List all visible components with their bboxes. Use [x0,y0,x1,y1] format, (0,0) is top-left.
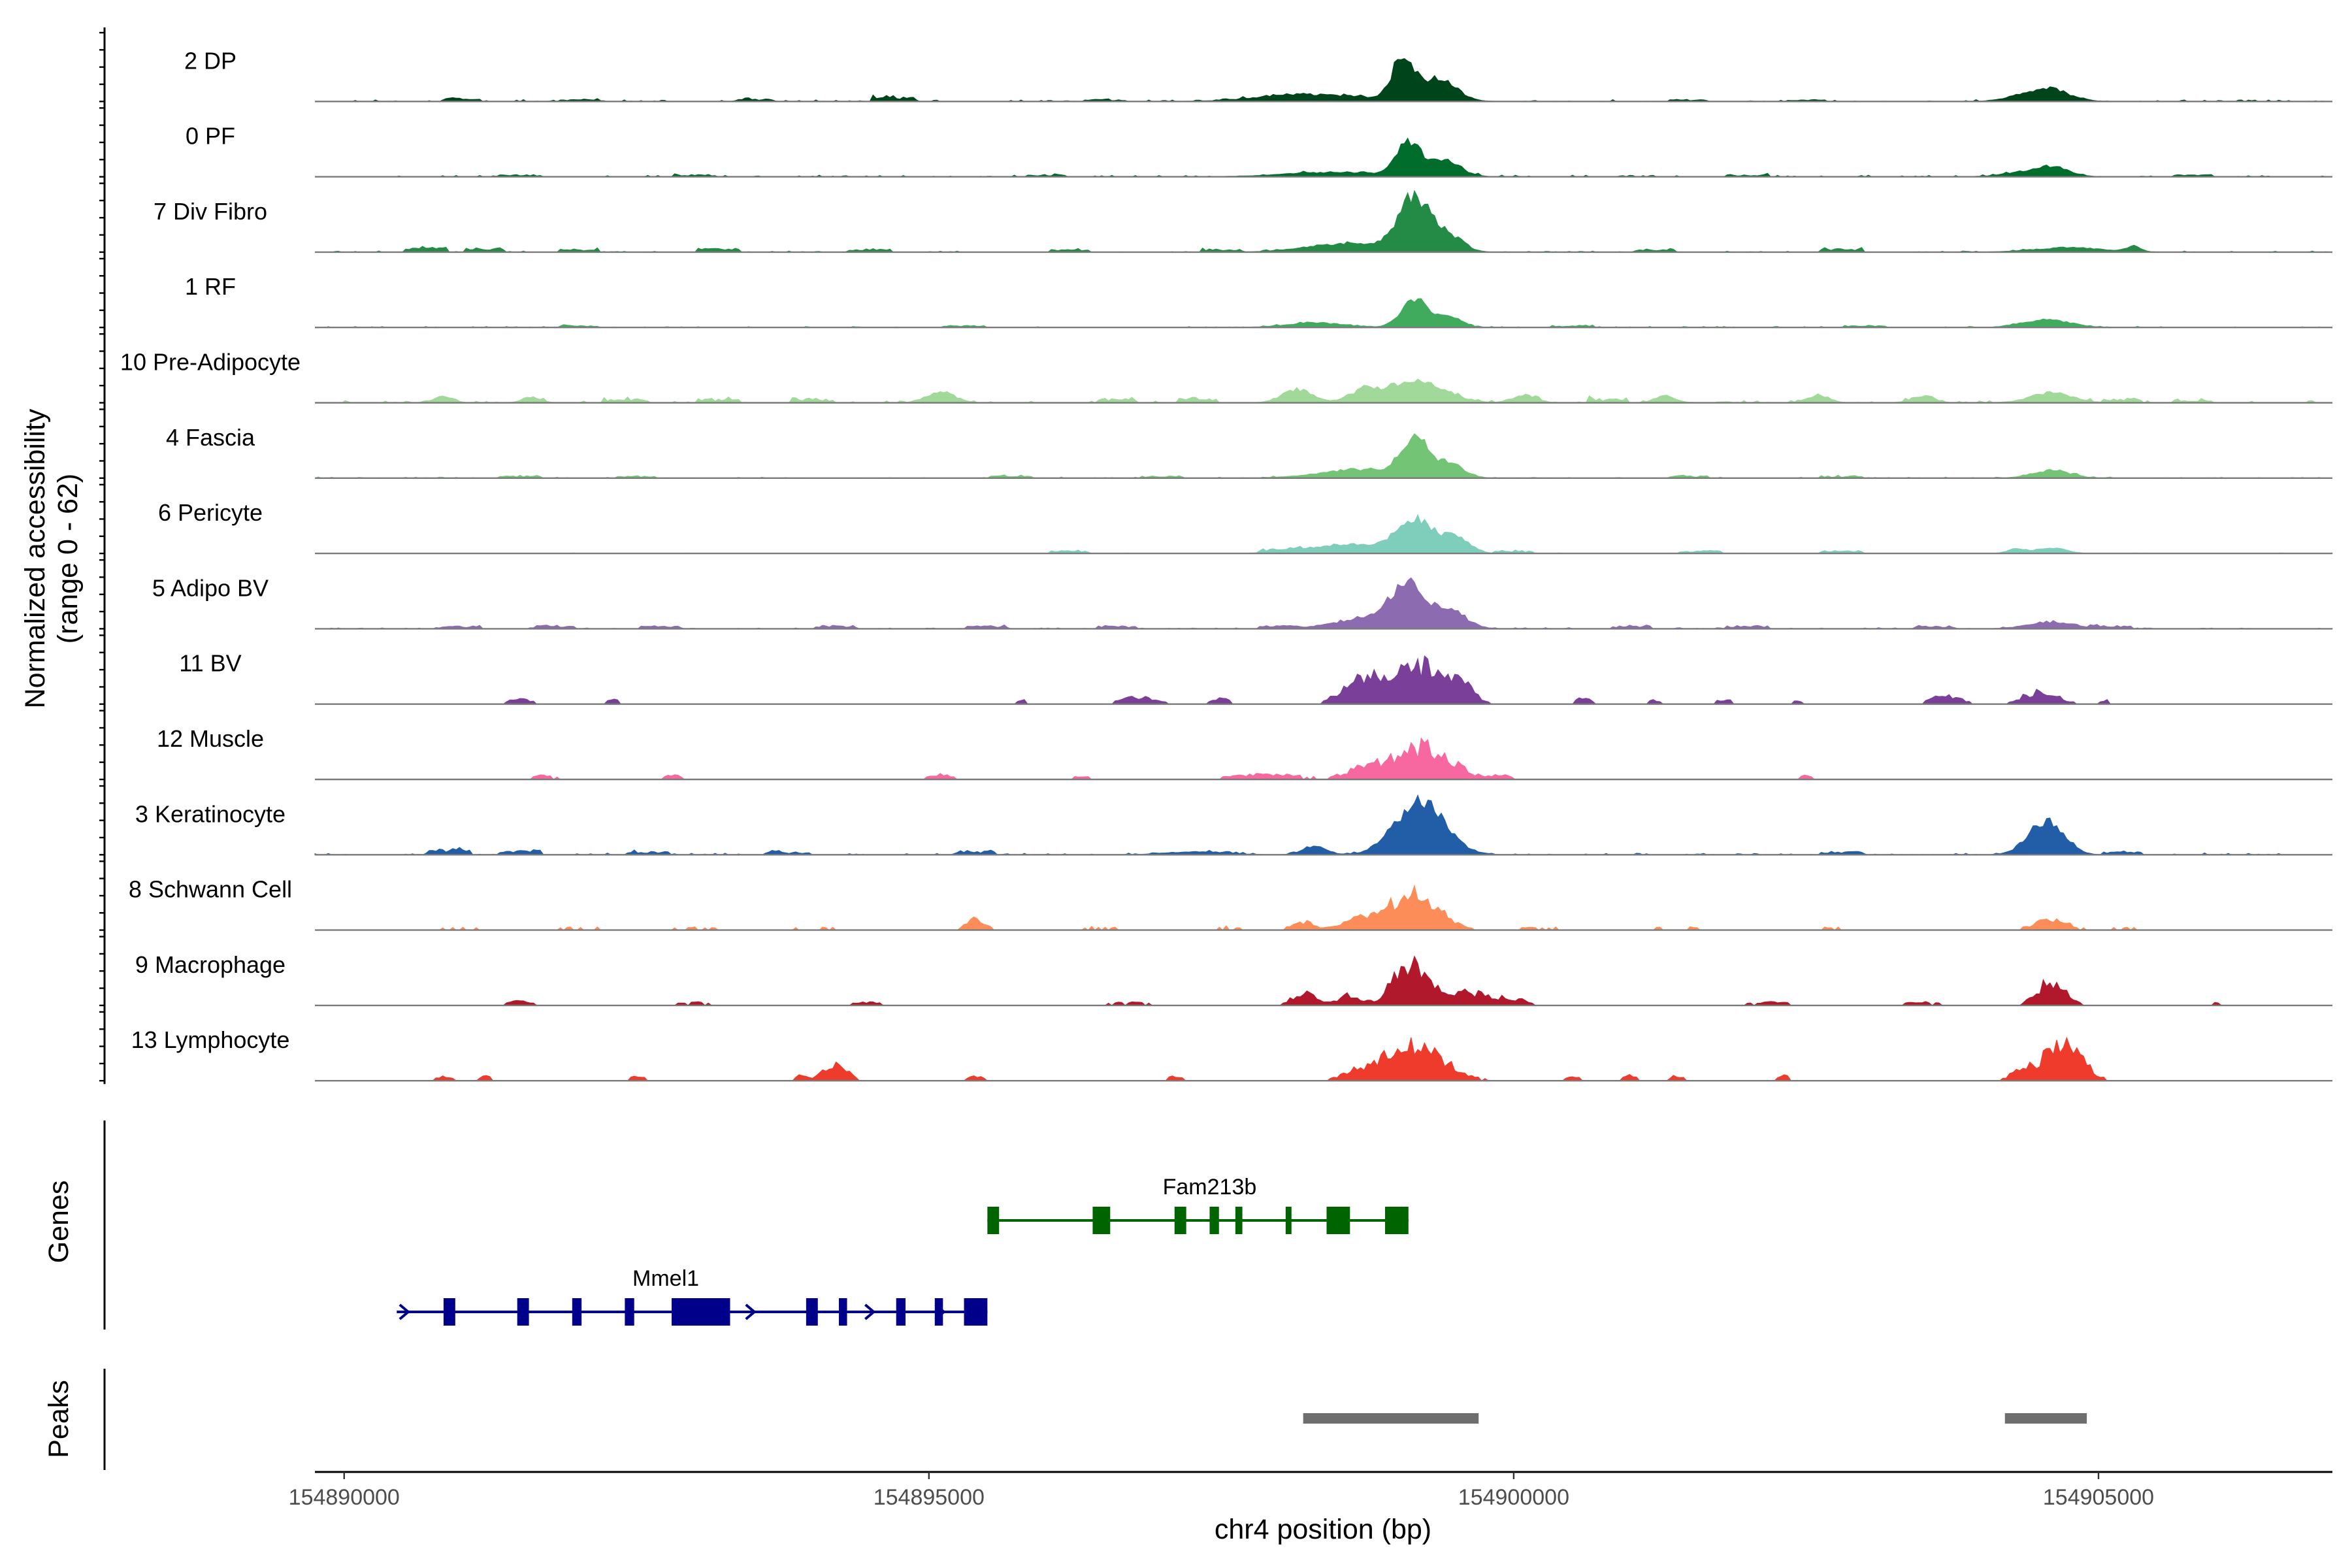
coverage-area-10-pre-adipocyte [315,378,2332,404]
peaks-panel [103,1369,2087,1470]
gene-exon-fam213b [1384,1207,1409,1234]
coverage-area-12-muscle [315,737,2332,780]
coverage-area-8-schwann-cell [315,884,2332,931]
coverage-area-1-rf [315,298,2332,328]
gene-exon-fam213b [1174,1207,1186,1234]
genes-panel-title: Genes [43,1181,74,1264]
x-tick-label: 154890000 [289,1485,400,1510]
strand-arrow-mmel1 [934,1303,946,1320]
y-axis-title-line-1: Normalized accessibility [20,408,51,708]
gene-exon-fam213b [987,1207,1000,1234]
track-label-10-pre-adipocyte: 10 Pre-Adipocyte [120,349,301,376]
peak-region [2004,1413,2087,1424]
peak-region [1303,1413,1479,1424]
x-tick-label: 154895000 [874,1485,985,1510]
coverage-area-4-fascia [314,433,2332,479]
track-label-6-pericyte: 6 Pericyte [158,499,263,526]
gene-exon-mmel1 [443,1298,455,1326]
track-label-5-adipo-bv: 5 Adipo BV [152,574,269,601]
coverage-area-0-pf [314,137,2333,178]
genes-panel: Fam213b Mmel1 [103,1120,1409,1330]
strand-arrow-mmel1 [864,1303,876,1320]
gene-exon-mmel1 [572,1298,582,1326]
gene-exon-fam213b [1235,1207,1243,1234]
gene-exon-mmel1 [934,1298,943,1326]
gene-exon-mmel1 [806,1298,818,1326]
strand-arrow-mmel1 [745,1303,757,1320]
gene-exon-mmel1 [671,1298,730,1326]
gene-exon-mmel1 [838,1298,847,1326]
coverage-area-7-div-fibro [315,189,2332,253]
track-label-4-fascia: 4 Fascia [166,424,255,451]
gene-label-mmel1: Mmel1 [632,1266,699,1291]
track-label-12-muscle: 12 Muscle [157,725,264,752]
track-label-1-rf: 1 RF [185,273,236,300]
strand-arrow-mmel1 [399,1303,410,1320]
y-axis [99,27,106,1085]
x-axis-title: chr4 position (bp) [1215,1514,1431,1545]
gene-exon-mmel1 [964,1298,988,1326]
strand-arrow-mmel1 [518,1303,530,1320]
gene-exon-fam213b [1326,1207,1350,1234]
coverage-area-13-lymphocyte [315,1036,2332,1081]
coverage-area-11-bv [315,655,2332,705]
x-tick-label: 154900000 [1458,1485,1569,1510]
track-label-2-dp: 2 DP [184,47,237,74]
gene-exon-fam213b [1092,1207,1111,1234]
peaks-panel-title: Peaks [43,1380,74,1458]
coverage-area-9-macrophage [315,955,2332,1006]
track-label-7-div-fibro: 7 Div Fibro [154,198,267,225]
coverage-area-3-keratinocyte [314,794,2332,855]
coverage-area-6-pericyte [315,514,2333,554]
track-label-11-bv: 11 BV [179,650,241,677]
y-axis-title-line-2: (range 0 - 62) [52,474,84,644]
track-label-0-pf: 0 PF [186,123,235,150]
coverage-tracks: 2 DP 0 PF 7 Div Fibro 1 RF 10 Pre-Adipocyte 4… [120,47,2333,1082]
gene-exon-fam213b [1209,1207,1219,1234]
gene-exon-mmel1 [625,1298,634,1326]
x-tick-label: 154905000 [2043,1485,2154,1510]
coverage-area-2-dp [315,58,2332,102]
track-label-3-keratinocyte: 3 Keratinocyte [135,800,286,827]
gene-exon-fam213b [1285,1207,1292,1234]
track-label-8-schwann-cell: 8 Schwann Cell [129,876,292,903]
coverage-area-5-adipo-bv [315,577,2333,629]
x-axis: 154890000 154895000 154900000 154905000 [289,1471,2332,1510]
gene-exon-mmel1 [896,1298,906,1326]
track-label-13-lymphocyte: 13 Lymphocyte [131,1026,290,1053]
track-label-9-macrophage: 9 Macrophage [135,951,286,978]
gene-label-fam213b: Fam213b [1163,1175,1257,1200]
